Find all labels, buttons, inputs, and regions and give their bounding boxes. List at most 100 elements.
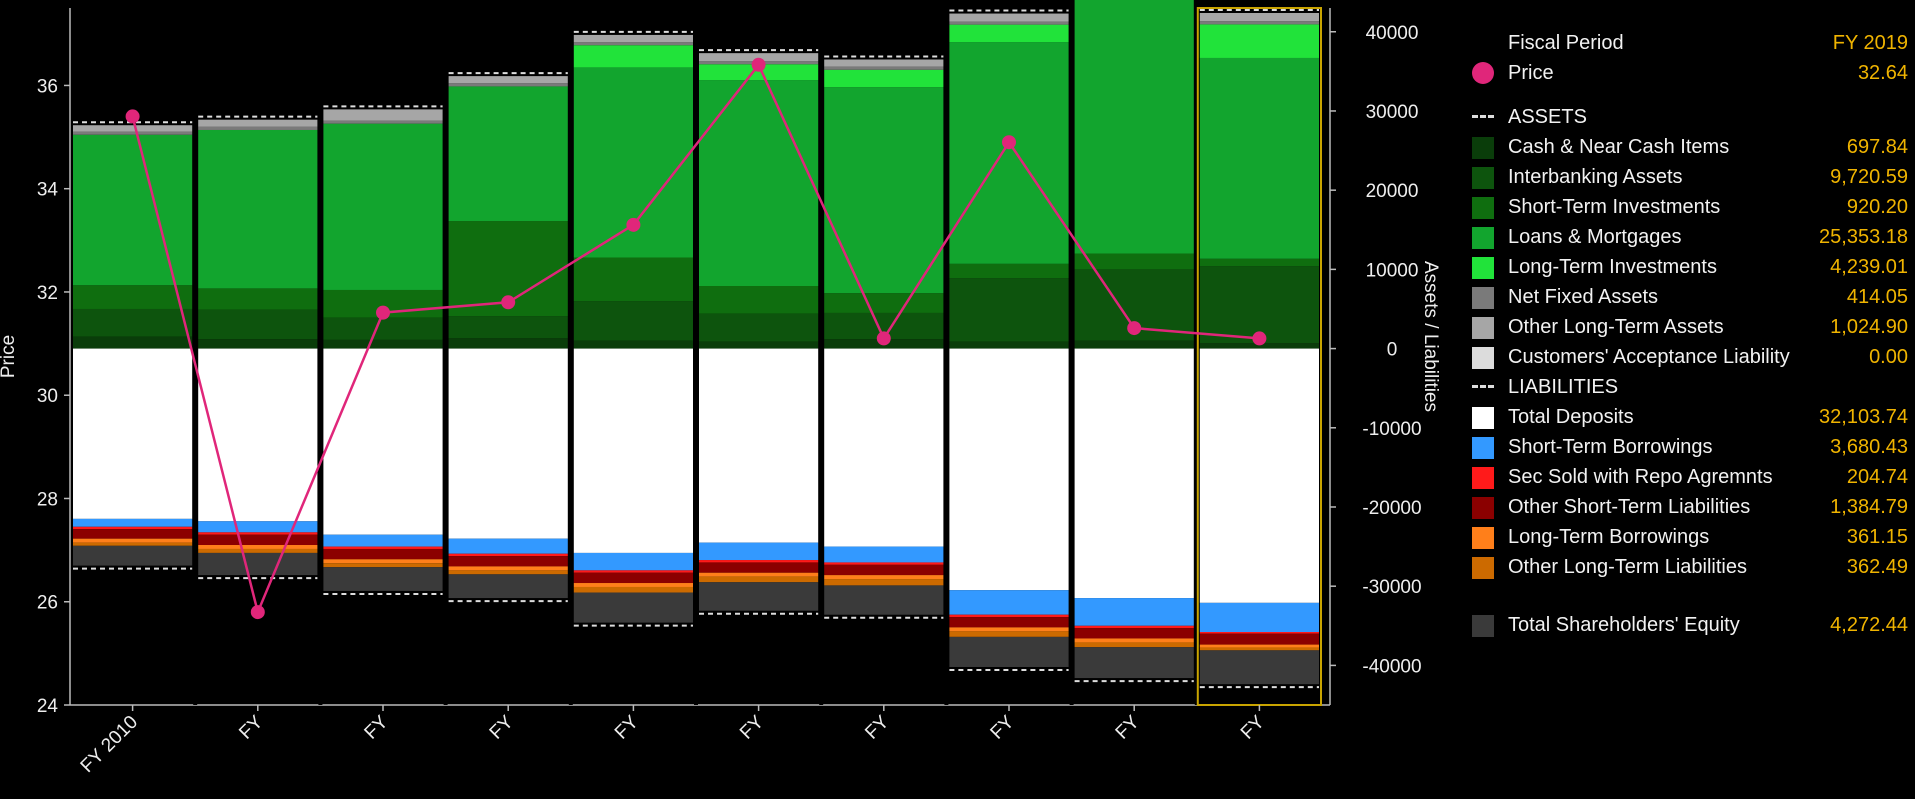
legend-liability-item[interactable]: Long-Term Borrowings 361.15 — [1472, 522, 1912, 552]
liability-bar-segment — [824, 579, 944, 586]
liability-bar-segment — [1199, 348, 1319, 603]
asset-bar-segment — [73, 131, 193, 135]
liability-bar-segment — [824, 562, 944, 565]
liability-bar-segment — [448, 556, 568, 567]
left-tick-label: 32 — [37, 283, 58, 304]
x-tick-label: FY — [235, 711, 267, 743]
liability-bar-segment — [1074, 348, 1194, 599]
liability-bar-segment — [699, 542, 819, 561]
asset-bar-segment — [824, 87, 944, 294]
fiscal-period-value: FY 2019 — [1832, 32, 1908, 54]
right-tick-label: 30000 — [1366, 102, 1419, 123]
liability-bar-segment — [1074, 642, 1194, 648]
liability-bar-segment — [1074, 638, 1194, 643]
asset-bar-segment — [949, 13, 1069, 22]
price-point — [501, 295, 516, 310]
legend-price[interactable]: Price 32.64 — [1472, 58, 1912, 88]
bar-group — [193, 8, 318, 705]
legend-liability-label: Long-Term Borrowings — [1508, 526, 1710, 548]
price-point — [376, 305, 390, 320]
legend-asset-value: 1,024.90 — [1830, 316, 1908, 338]
asset-bar-segment — [824, 69, 944, 88]
asset-bar-segment — [448, 316, 568, 339]
asset-bar-segment — [198, 119, 318, 127]
price-point — [125, 109, 140, 124]
asset-bar-segment — [198, 129, 318, 289]
legend-liability-item[interactable]: Other Long-Term Liabilities 362.49 — [1472, 552, 1912, 582]
price-point — [876, 331, 891, 346]
legend-asset-swatch — [1472, 227, 1494, 249]
liabilities-header: LIABILITIES — [1508, 376, 1619, 398]
legend-liability-item[interactable]: Total Deposits 32,103.74 — [1472, 402, 1912, 432]
legend-liability-swatch — [1472, 497, 1494, 519]
legend-asset-item[interactable]: Net Fixed Assets 414.05 — [1472, 282, 1912, 312]
legend-asset-item[interactable]: Loans & Mortgages 25,353.18 — [1472, 222, 1912, 252]
legend-liability-swatch — [1472, 467, 1494, 489]
legend-asset-swatch — [1472, 347, 1494, 369]
legend-asset-item[interactable]: Cash & Near Cash Items 697.84 — [1472, 132, 1912, 162]
asset-bar-segment — [573, 34, 693, 43]
left-tick-label: 26 — [37, 593, 58, 614]
legend-liability-value: 32,103.74 — [1819, 406, 1908, 428]
legend-liability-item[interactable]: Short-Term Borrowings 3,680.43 — [1472, 432, 1912, 462]
legend-asset-swatch — [1472, 167, 1494, 189]
x-tick-label: FY — [861, 711, 893, 743]
liability-bar-segment — [699, 348, 819, 543]
equity-bar-segment — [448, 574, 568, 599]
liability-bar-segment — [949, 614, 1069, 618]
liability-bar-segment — [323, 559, 443, 564]
fiscal-period-label: Fiscal Period — [1508, 32, 1624, 54]
legend-liabilities-header: LIABILITIES — [1472, 372, 1912, 402]
liability-bar-segment — [824, 348, 944, 547]
asset-bar-segment — [73, 336, 193, 349]
right-tick-label: 10000 — [1366, 260, 1419, 281]
left-tick-label: 36 — [37, 76, 58, 97]
asset-bar-segment — [573, 301, 693, 341]
liability-bar-segment — [448, 570, 568, 575]
x-tick-label: FY — [611, 711, 643, 743]
legend-panel: Fiscal Period FY 2019 Price 32.64 ASSETS… — [1472, 28, 1912, 640]
liability-bar-segment — [1199, 602, 1319, 633]
x-tick-label: FY 2010 — [77, 712, 142, 777]
asset-bar-segment — [73, 308, 193, 337]
right-tick-label: 40000 — [1366, 23, 1419, 44]
x-tick-label: FY — [486, 711, 518, 743]
price-line — [131, 62, 1260, 617]
liability-bar-segment — [448, 566, 568, 571]
price-point — [1252, 331, 1267, 346]
legend-liabilities-list: Total Deposits 32,103.74 Short-Term Borrow… — [1472, 402, 1912, 582]
right-axis-title: Assets / Liabilities — [1420, 261, 1441, 412]
liability-bar-segment — [573, 586, 693, 593]
legend-assets-header: ASSETS — [1472, 102, 1912, 132]
asset-bar-segment — [1199, 266, 1319, 344]
bar-group — [318, 8, 443, 705]
bar-group — [73, 121, 193, 570]
dashed-line-icon — [1472, 115, 1494, 118]
equity-value: 4,272.44 — [1830, 614, 1908, 636]
legend-item-equity[interactable]: Total Shareholders' Equity 4,272.44 — [1472, 610, 1912, 640]
liability-bar-segment — [73, 526, 193, 530]
equity-label: Total Shareholders' Equity — [1508, 614, 1740, 636]
dashed-line-icon — [1472, 385, 1494, 388]
legend-liability-swatch — [1472, 527, 1494, 549]
legend-asset-item[interactable]: Short-Term Investments 920.20 — [1472, 192, 1912, 222]
asset-bar-segment — [323, 109, 443, 121]
legend-liability-item[interactable]: Sec Sold with Repo Agremnts 204.74 — [1472, 462, 1912, 492]
legend-liability-value: 362.49 — [1846, 556, 1908, 578]
legend-asset-label: Customers' Acceptance Liability — [1508, 346, 1790, 368]
liability-bar-segment — [699, 560, 819, 563]
legend-asset-item[interactable]: Customers' Acceptance Liability 0.00 — [1472, 342, 1912, 372]
legend-liability-item[interactable]: Other Short-Term Liabilities 1,384.79 — [1472, 492, 1912, 522]
bar-group — [1069, 0, 1194, 705]
liability-bar-segment — [73, 348, 193, 519]
legend-asset-item[interactable]: Interbanking Assets 9,720.59 — [1472, 162, 1912, 192]
equity-bar-segment — [1074, 647, 1194, 679]
legend-asset-item[interactable]: Other Long-Term Assets 1,024.90 — [1472, 312, 1912, 342]
chart-canvas: 24 26 28 30 32 34 36 -40000 -30000 -20000 -10000 0 1… — [0, 0, 1441, 777]
price-point — [250, 605, 265, 620]
liability-bar-segment — [1199, 644, 1319, 648]
asset-bar-segment — [323, 339, 443, 349]
legend-asset-item[interactable]: Long-Term Investments 4,239.01 — [1472, 252, 1912, 282]
liability-bar-segment — [448, 538, 568, 554]
price-point — [751, 57, 766, 72]
